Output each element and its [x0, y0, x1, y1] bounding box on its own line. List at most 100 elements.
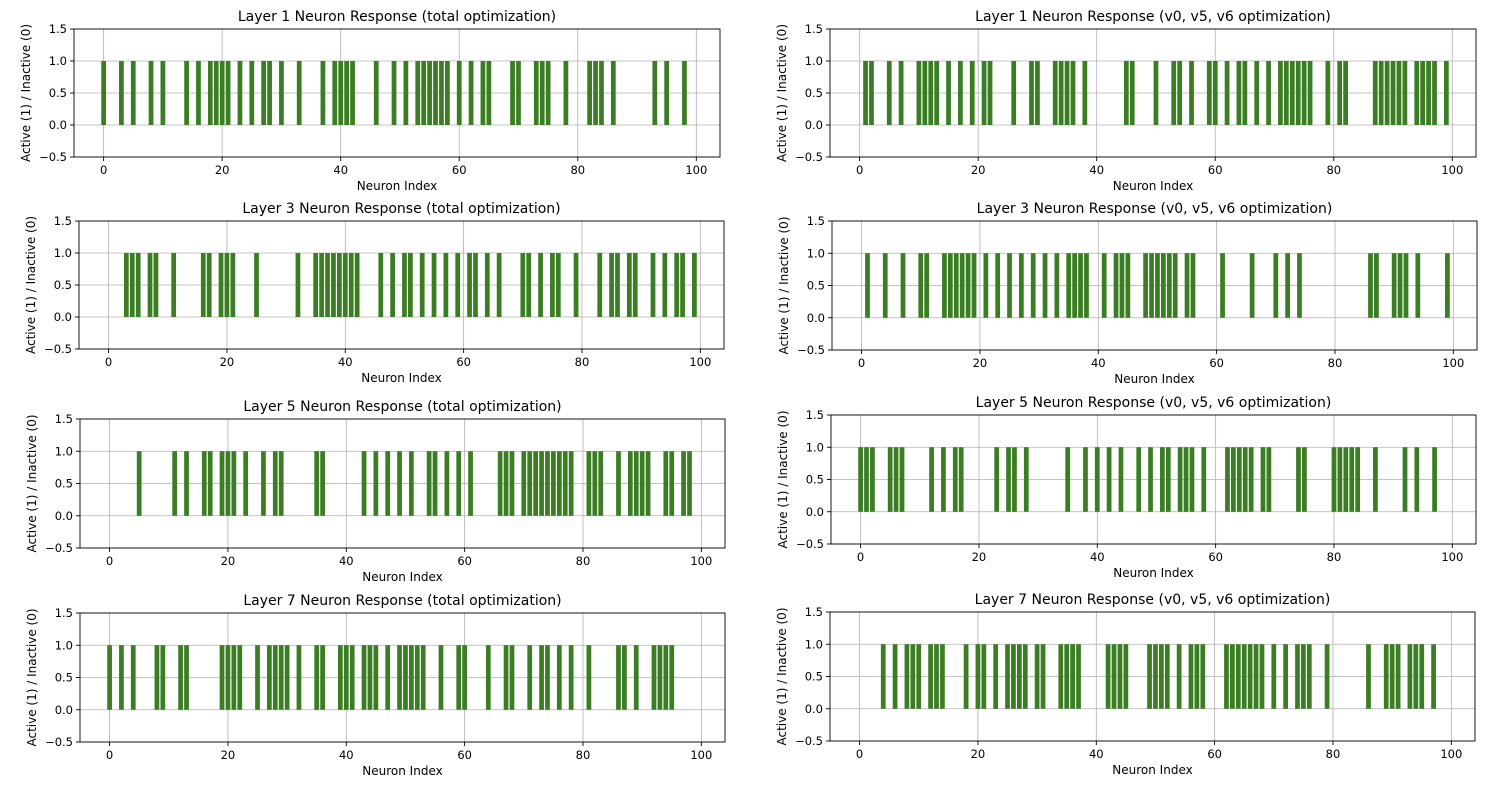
bar — [272, 645, 278, 710]
bar — [261, 61, 267, 125]
bar — [1236, 447, 1242, 512]
bar — [373, 451, 379, 516]
bar — [555, 253, 561, 317]
bar — [468, 451, 473, 516]
bar — [510, 61, 515, 125]
bar — [1285, 253, 1291, 318]
bar — [1224, 644, 1229, 709]
bar — [1231, 447, 1236, 512]
bar — [533, 61, 539, 125]
bar — [485, 645, 491, 710]
subplot-title: Layer 7 Neuron Response (total optimizat… — [243, 593, 561, 609]
bar — [1301, 61, 1307, 125]
bar — [1247, 644, 1253, 709]
y-tick-label: 1.0 — [55, 444, 73, 458]
bar — [1254, 61, 1260, 125]
bar — [1324, 644, 1330, 709]
y-tick-label: 0.0 — [807, 311, 825, 325]
bar — [946, 61, 951, 125]
bar — [680, 253, 685, 317]
bar — [527, 451, 533, 516]
bar — [1383, 644, 1389, 709]
bar — [261, 451, 266, 516]
subplot-4: 0 20 40 60 80 100 −0.5 0.0 0.5 1.0 1.5 Layer 3 Neur… — [777, 201, 1478, 386]
bar — [1206, 61, 1212, 125]
y-tick-label: 1.0 — [805, 54, 823, 68]
bar — [587, 61, 592, 125]
y-tick-label: 1.5 — [54, 214, 72, 228]
bar — [509, 451, 515, 516]
bar — [669, 645, 675, 710]
x-tick-label: 80 — [576, 554, 591, 568]
bar — [415, 61, 421, 125]
bar — [663, 645, 669, 710]
bar — [526, 253, 532, 317]
bar — [320, 61, 326, 125]
x-tick-label: 100 — [689, 355, 711, 369]
bar — [213, 61, 219, 125]
bar — [1295, 61, 1301, 125]
y-tick-label: 1.5 — [49, 22, 67, 36]
bar — [633, 451, 639, 516]
bar — [1415, 253, 1421, 318]
y-tick-label: 1.0 — [55, 638, 73, 652]
bar — [1058, 644, 1064, 709]
bar — [153, 253, 159, 317]
bar — [1058, 61, 1064, 125]
y-tick-label: −0.5 — [45, 735, 73, 749]
bar — [272, 451, 278, 516]
y-tick-label: 0.0 — [55, 509, 73, 523]
bar — [1403, 253, 1409, 318]
x-tick-label: 100 — [1442, 356, 1464, 370]
bar — [331, 253, 336, 317]
y-tick-label: −0.5 — [795, 150, 823, 164]
y-tick-label: 0.0 — [806, 505, 824, 519]
x-axis-label: Neuron Index — [362, 570, 442, 584]
x-tick-label: 20 — [972, 550, 987, 564]
bar — [533, 451, 539, 516]
x-tick-label: 40 — [333, 163, 348, 177]
bar — [503, 645, 509, 710]
bar — [160, 645, 166, 710]
bar — [1372, 61, 1378, 125]
bar — [1070, 61, 1076, 125]
bar — [651, 645, 657, 710]
bar — [135, 253, 141, 317]
bar — [983, 253, 989, 318]
bar — [237, 61, 243, 125]
y-tick-label: 0.5 — [807, 279, 825, 293]
bar — [516, 61, 521, 125]
bar — [597, 253, 603, 317]
y-tick-label: 1.5 — [55, 606, 73, 620]
bar — [1296, 447, 1301, 512]
bar — [947, 253, 953, 318]
y-tick-label: 0.5 — [55, 477, 73, 491]
bar — [899, 447, 905, 512]
bar — [918, 253, 924, 318]
x-tick-label: 60 — [452, 163, 467, 177]
bar — [119, 61, 124, 125]
bar — [1414, 447, 1420, 512]
bar — [403, 61, 409, 125]
bar — [130, 61, 136, 125]
bar — [1201, 447, 1207, 512]
x-tick-label: 20 — [220, 355, 235, 369]
y-tick-label: −0.5 — [795, 734, 823, 748]
bar — [924, 253, 930, 318]
bar — [1082, 61, 1088, 125]
x-axis-label: Neuron Index — [357, 179, 437, 193]
bar — [361, 451, 367, 516]
x-tick-label: 80 — [1328, 356, 1343, 370]
bar — [1378, 61, 1384, 125]
x-tick-label: 60 — [456, 355, 471, 369]
bar — [397, 451, 402, 516]
x-tick-label: 0 — [106, 554, 113, 568]
bar — [639, 451, 645, 516]
bar — [279, 61, 284, 125]
x-tick-label: 100 — [1441, 163, 1463, 177]
bar — [1161, 253, 1166, 318]
bar — [206, 253, 212, 317]
bar — [473, 253, 478, 317]
bar — [1030, 253, 1036, 318]
